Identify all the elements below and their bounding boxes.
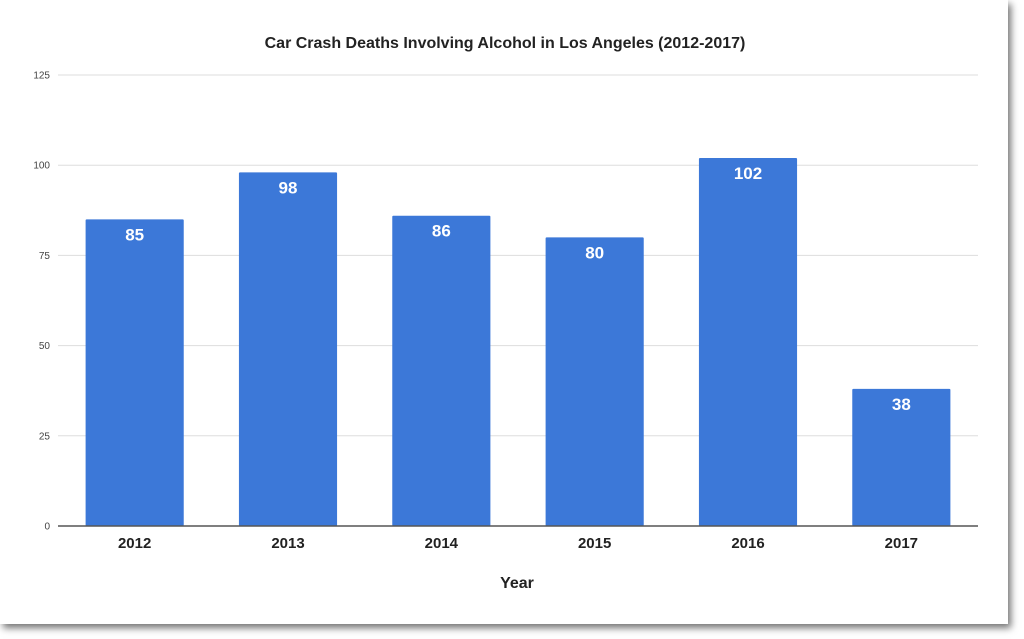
gridlines bbox=[58, 74, 978, 437]
y-tick-label: 100 bbox=[33, 161, 50, 172]
bar-2015 bbox=[545, 237, 644, 527]
y-axis-ticks: 0 25 50 75 100 125 bbox=[33, 71, 50, 533]
bar-value-label: 102 bbox=[734, 164, 762, 183]
bar-value-label: 86 bbox=[432, 222, 451, 241]
x-tick-label: 2013 bbox=[271, 535, 304, 552]
bars: 85 98 86 80 102 38 bbox=[85, 157, 951, 527]
chart-title: Car Crash Deaths Involving Alcohol in Lo… bbox=[265, 35, 746, 52]
bar-value-label: 98 bbox=[279, 178, 298, 197]
x-axis-label: Year bbox=[500, 575, 534, 592]
x-tick-label: 2015 bbox=[578, 535, 611, 552]
bar-value-label: 38 bbox=[892, 395, 911, 414]
bar-2016 bbox=[698, 157, 798, 526]
y-tick-label: 50 bbox=[39, 341, 51, 352]
bar-2012 bbox=[85, 219, 184, 526]
x-tick-label: 2014 bbox=[425, 535, 459, 552]
y-tick-label: 125 bbox=[33, 71, 50, 82]
bar-2014 bbox=[392, 215, 491, 526]
x-tick-label: 2012 bbox=[118, 535, 151, 552]
y-tick-label: 0 bbox=[44, 522, 50, 533]
x-tick-label: 2016 bbox=[731, 535, 764, 552]
chart-card: Car Crash Deaths Involving Alcohol in Lo… bbox=[33, 35, 978, 592]
y-tick-label: 75 bbox=[39, 251, 51, 262]
bar-2017 bbox=[852, 388, 951, 526]
bar-value-label: 80 bbox=[585, 243, 604, 262]
x-axis-ticks: 2012 2013 2014 2015 2016 2017 bbox=[118, 535, 918, 552]
bar-chart: Car Crash Deaths Involving Alcohol in Lo… bbox=[33, 35, 978, 592]
bar-2013 bbox=[238, 172, 338, 526]
x-tick-label: 2017 bbox=[885, 535, 918, 552]
bar-value-label: 85 bbox=[125, 225, 144, 244]
y-tick-label: 25 bbox=[39, 431, 51, 442]
